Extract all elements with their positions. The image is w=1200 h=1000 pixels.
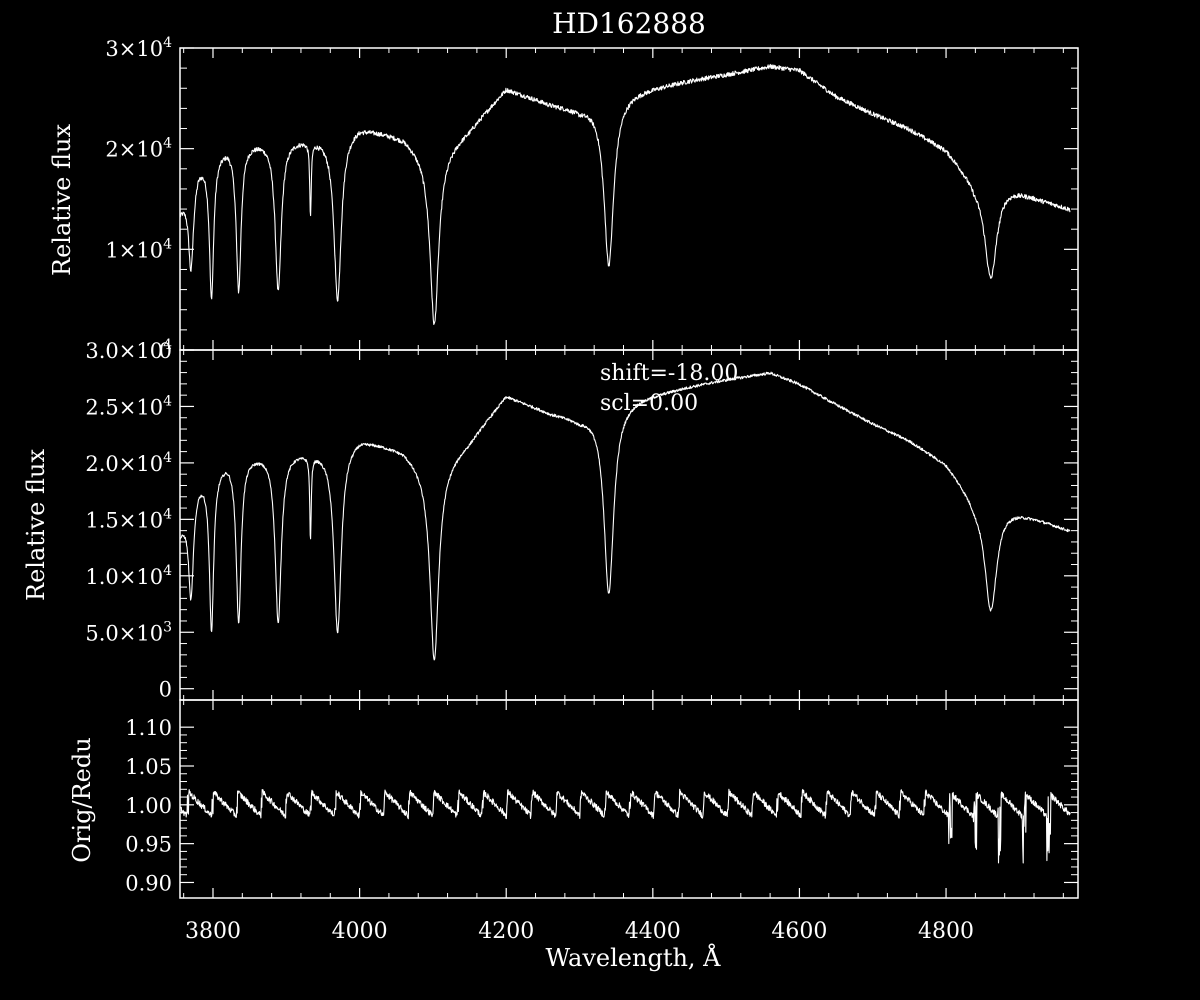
panel-top-axes: 0 1×104 2×104 3×104	[105, 35, 1079, 363]
x-tick-label: 4400	[625, 919, 681, 944]
data-series-line	[179, 788, 1071, 864]
panel-frame	[179, 699, 1079, 899]
panel-frame	[179, 47, 1079, 351]
y-tick-label: 1.05	[125, 755, 172, 779]
y-tick-label: 2.5×104	[85, 393, 172, 419]
panel-middle-plot	[179, 371, 1071, 661]
y-tick-label: 0.90	[125, 871, 172, 895]
scale-annotation: scl=0.00	[600, 391, 698, 416]
y-tick-label: 1.0×104	[85, 563, 172, 589]
y-tick-label: 1×104	[105, 236, 172, 262]
x-tick-label: 4000	[332, 919, 388, 944]
y-tick-label: 2.0×104	[85, 450, 172, 476]
y-tick-label: 0	[159, 339, 172, 363]
data-series-line	[179, 63, 1071, 325]
y-tick-label: 1.00	[125, 794, 172, 818]
y-tick-label: 2×104	[105, 136, 172, 162]
panel-middle: Relative flux 0 5.0×103 1.0×104 1.5×104 2.0×…	[22, 337, 1079, 702]
x-tick-label: 4600	[771, 919, 827, 944]
panel-bottom: Orig/Redu 0.90 0.95 1.00 1.05 1.10	[68, 699, 1079, 899]
y-tick-label: 1.10	[125, 716, 172, 740]
panel-bottom-ylabel: Orig/Redu	[68, 737, 96, 862]
shift-annotation: shift=-18.00	[600, 361, 738, 386]
panel-bottom-axes: 0.90 0.95 1.00 1.05 1.10	[125, 699, 1079, 899]
x-tick-label: 4800	[918, 919, 974, 944]
panel-middle-axes: 0 5.0×103 1.0×104 1.5×104 2.0×104 2.5×104 3.0×…	[85, 337, 1079, 702]
x-axis-labels: 3800 4000 4200 4400 4600 4800	[185, 919, 974, 944]
panel-middle-annotations: shift=-18.00 scl=0.00	[600, 361, 738, 416]
y-tick-label: 0	[159, 678, 172, 702]
y-tick-label: 3.0×104	[85, 337, 172, 363]
y-tick-label: 1.5×104	[85, 506, 172, 532]
figure-title: HD162888	[552, 7, 706, 40]
y-tick-label: 3×104	[105, 35, 172, 61]
panel-middle-ylabel: Relative flux	[22, 449, 50, 601]
y-tick-label: 0.95	[125, 833, 172, 857]
data-series-line	[179, 371, 1071, 661]
x-tick-label: 4200	[478, 919, 534, 944]
x-axis-title: Wavelength, Å	[545, 943, 721, 972]
panel-top-plot	[179, 63, 1071, 325]
panel-bottom-plot	[179, 788, 1071, 864]
panel-top-ylabel: Relative flux	[48, 124, 76, 276]
y-tick-label: 5.0×103	[85, 619, 172, 645]
panel-top: Relative flux 0 1×104 2×104 3×104	[48, 35, 1079, 363]
x-tick-label: 3800	[185, 919, 241, 944]
